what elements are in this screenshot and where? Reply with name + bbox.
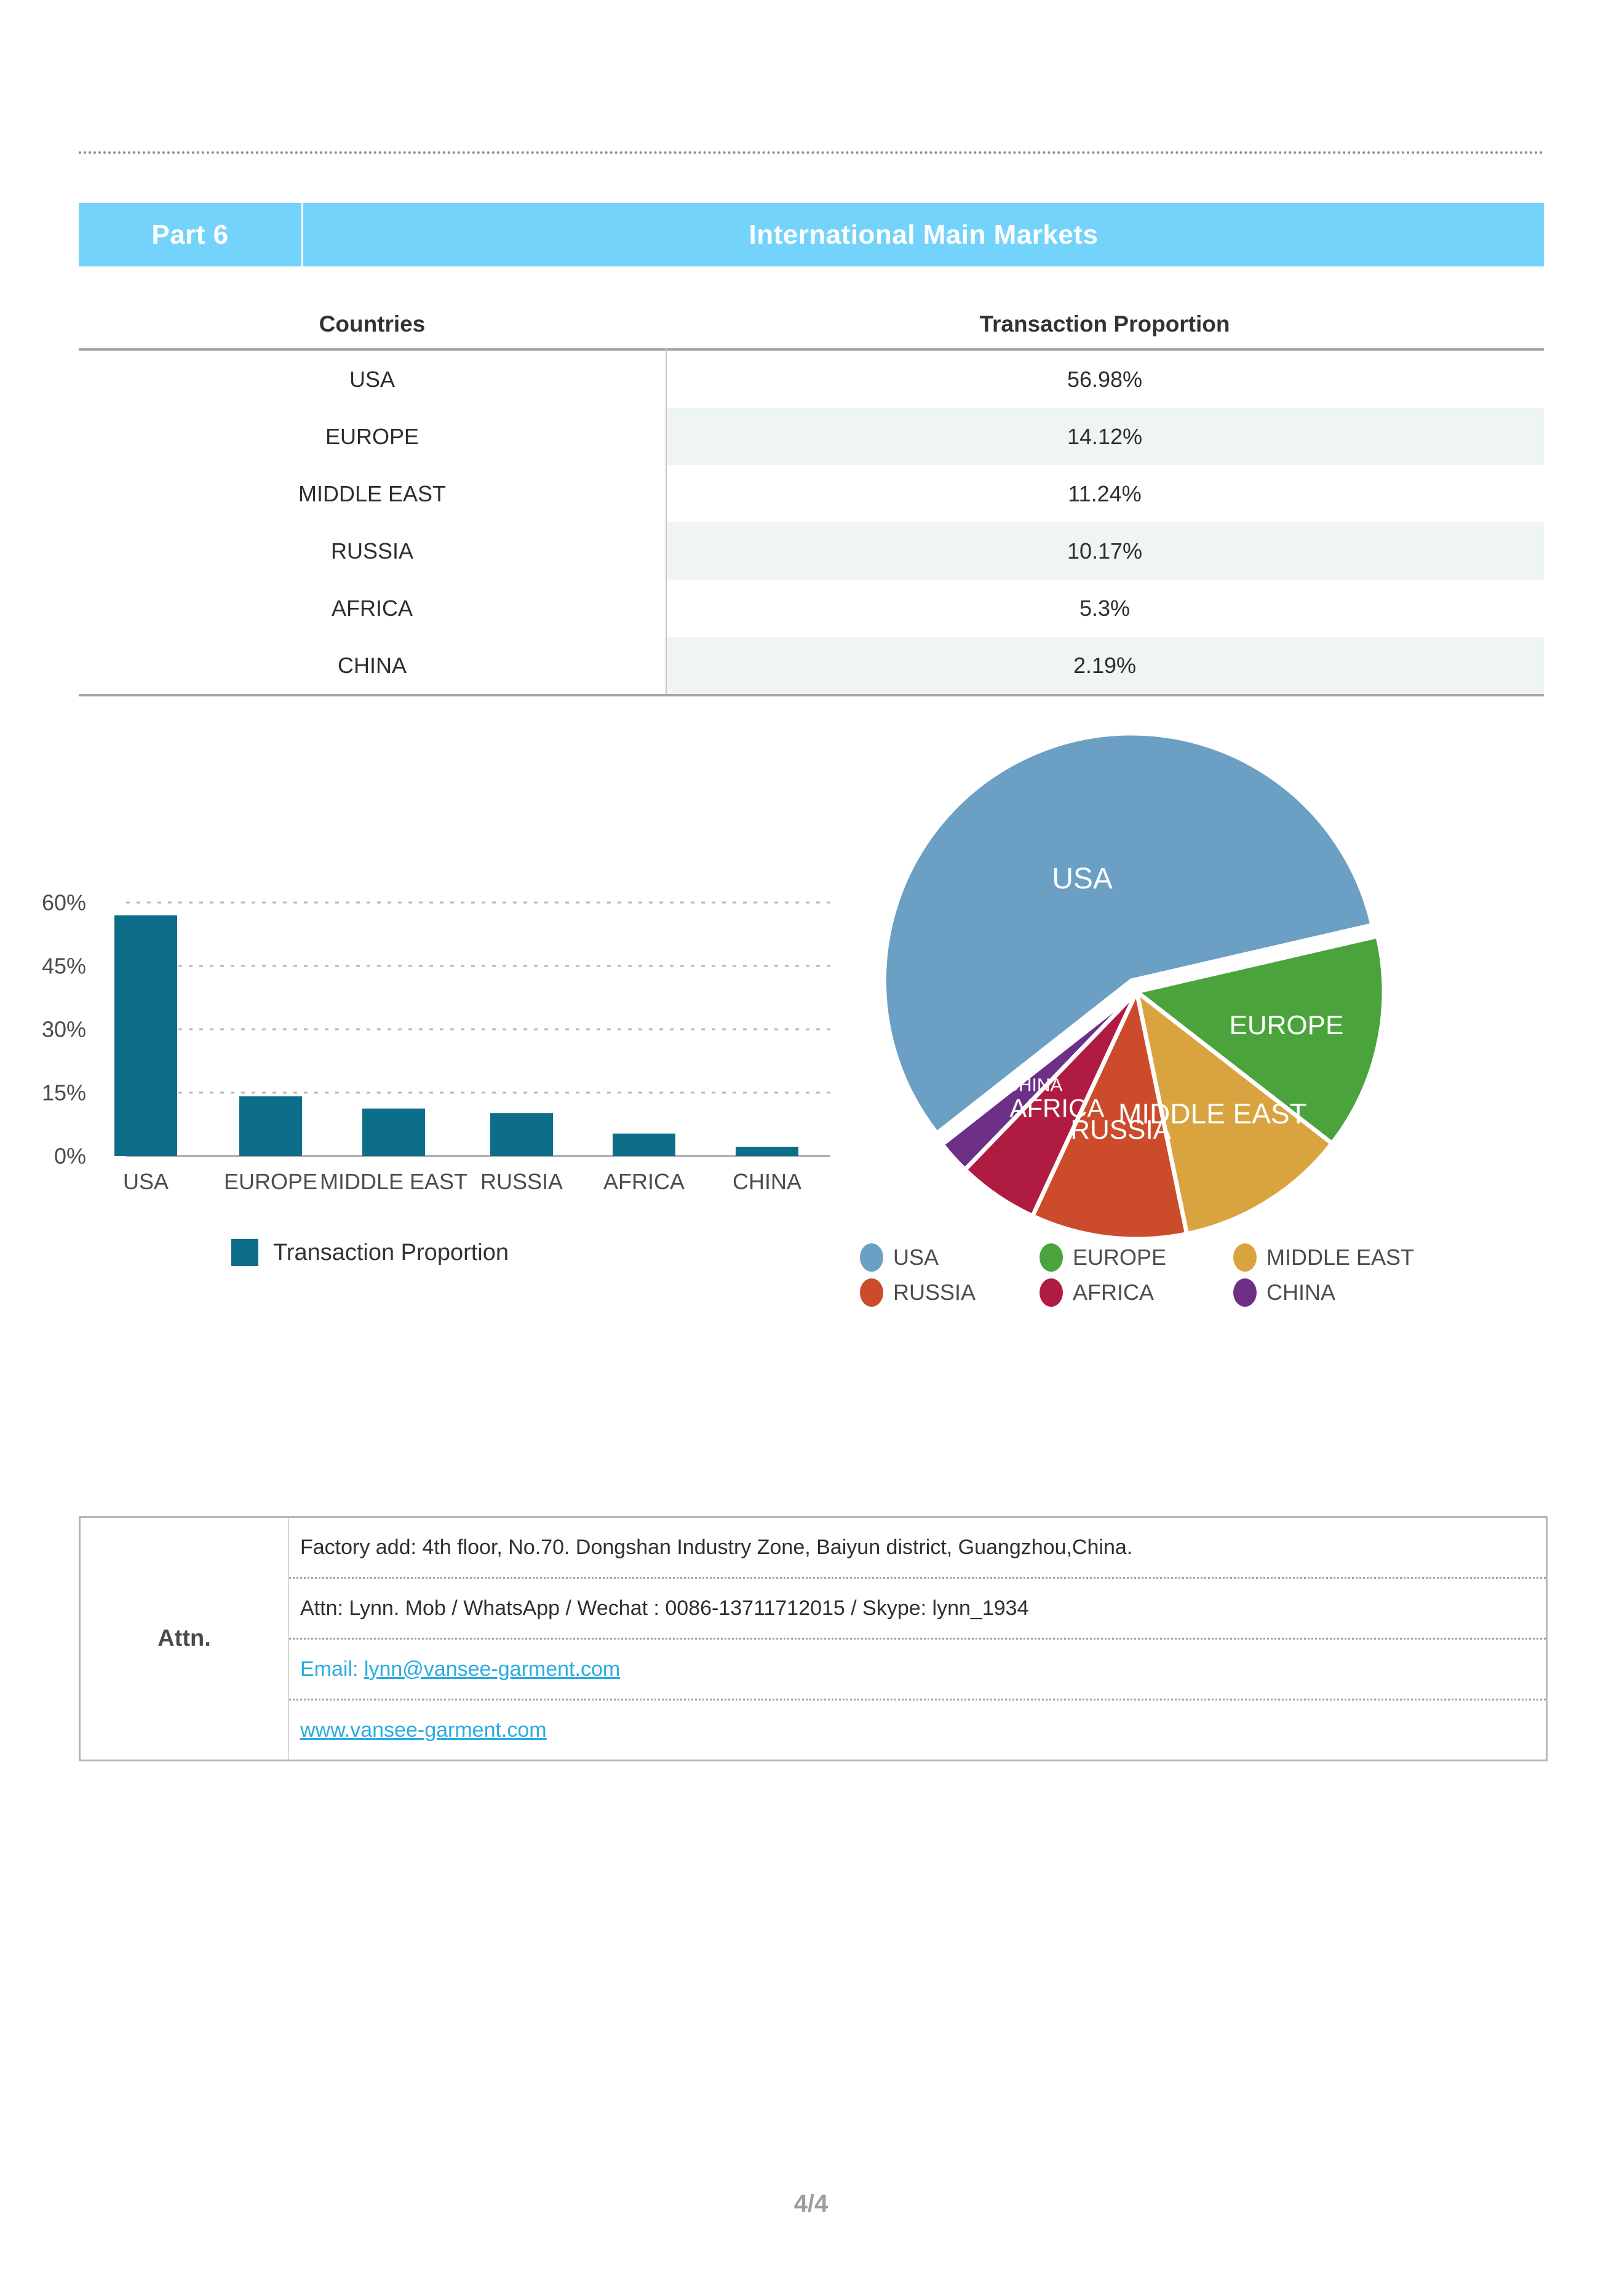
pie-slice-europe <box>1134 934 1386 1146</box>
legend-item-russia: RUSSIA <box>860 1278 976 1307</box>
section-header-bar: Part 6 International Main Markets <box>79 203 1544 266</box>
section-title-cell: International Main Markets <box>303 203 1544 266</box>
legend-label-africa: AFRICA <box>1073 1280 1155 1305</box>
y-axis-tick-label: 15% <box>42 1080 86 1106</box>
bar-europe <box>239 1096 302 1156</box>
legend-marker-russia <box>860 1278 883 1307</box>
legend-label-middle-east: MIDDLE EAST <box>1266 1245 1415 1270</box>
legend-marker-usa <box>860 1243 883 1272</box>
table-row: MIDDLE EAST 11.24% <box>79 465 1544 522</box>
bar-usa <box>114 915 177 1156</box>
legend-item-china: CHINA <box>1233 1278 1335 1307</box>
attn-row-website: www.vansee-garment.com <box>289 1699 1546 1760</box>
x-axis-category-label: EUROPE <box>224 1169 317 1194</box>
bar-legend-label: Transaction Proportion <box>273 1239 509 1266</box>
pie-slice-label-africa: AFRICA <box>1009 1094 1104 1123</box>
table-cell-country: USA <box>349 366 396 392</box>
email-link[interactable]: lynn@vansee-garment.com <box>364 1657 621 1681</box>
table-row: CHINA 2.19% <box>79 637 1544 694</box>
y-axis-tick-label: 30% <box>42 1017 86 1042</box>
table-cell-country: MIDDLE EAST <box>298 480 447 506</box>
legend-item-usa: USA <box>860 1243 939 1272</box>
table-cell-country: CHINA <box>337 652 407 678</box>
bar-chart-legend: Transaction Proportion <box>231 1239 509 1266</box>
x-axis-category-label: RUSSIA <box>480 1169 563 1194</box>
pie-slice-china <box>940 989 1139 1172</box>
table-header-row: Countries Transaction Proportion <box>79 303 1544 346</box>
table-row: USA 56.98% <box>79 351 1544 408</box>
attn-label-cell: Attn. <box>81 1518 289 1760</box>
table-cell-country: EUROPE <box>325 423 419 449</box>
table-row: RUSSIA 10.17% <box>79 522 1544 580</box>
table-header-proportion: Transaction Proportion <box>979 311 1230 337</box>
legend-item-africa: AFRICA <box>1040 1278 1154 1307</box>
table-cell-proportion: 10.17% <box>666 522 1544 580</box>
pie-slice-usa <box>881 731 1375 1136</box>
section-part-cell: Part 6 <box>79 203 303 266</box>
top-dotted-divider <box>79 151 1544 154</box>
attn-row-factory-address: Factory add: 4th floor, No.70. Dongshan … <box>300 1535 1133 1559</box>
section-part-label: Part 6 <box>151 219 229 250</box>
bar-middle-east <box>362 1108 425 1156</box>
markets-table: USA 56.98% EUROPE 14.12% MIDDLE EAST 11.… <box>79 348 1544 696</box>
legend-label-china: CHINA <box>1266 1280 1336 1305</box>
table-cell-proportion: 5.3% <box>1079 595 1131 621</box>
bar-africa <box>613 1133 675 1156</box>
attn-contact-table: Attn. Factory add: 4th floor, No.70. Don… <box>79 1516 1548 1761</box>
legend-item-middle-east: MIDDLE EAST <box>1233 1243 1414 1272</box>
bar-legend-swatch <box>231 1239 258 1266</box>
table-cell-proportion: 56.98% <box>1067 366 1143 392</box>
x-axis-category-label: CHINA <box>733 1169 801 1194</box>
table-cell-proportion: 14.12% <box>666 408 1544 465</box>
table-cell-country: AFRICA <box>331 595 413 621</box>
email-prefix: Email: <box>300 1657 364 1681</box>
legend-label-usa: USA <box>893 1245 939 1270</box>
bar-chart: 0% 15% 30% 45% 60% USA EUROPE MIDDLE EAST RUSSIA… <box>42 890 830 1194</box>
table-cell-country: RUSSIA <box>330 538 414 564</box>
legend-label-russia: RUSSIA <box>893 1280 976 1305</box>
table-column-divider <box>666 348 667 694</box>
y-axis-tick-label: 60% <box>42 890 86 915</box>
pie-slice-russia <box>1030 989 1190 1242</box>
legend-item-europe: EUROPE <box>1040 1243 1166 1272</box>
website-link[interactable]: www.vansee-garment.com <box>300 1718 547 1742</box>
legend-marker-europe <box>1040 1243 1063 1272</box>
x-axis-category-label: AFRICA <box>603 1169 685 1194</box>
table-header-countries: Countries <box>319 311 426 337</box>
table-row: AFRICA 5.3% <box>79 580 1544 637</box>
x-axis-category-label: MIDDLE EAST <box>320 1169 467 1194</box>
pie-slice-label-russia: RUSSIA <box>1070 1115 1171 1145</box>
attn-label: Attn. <box>157 1625 211 1651</box>
pie-slice-label-china: CHINA <box>1005 1075 1062 1095</box>
y-axis-tick-label: 45% <box>42 954 86 979</box>
attn-row-contact: Attn: Lynn. Mob / WhatsApp / Wechat : 00… <box>289 1577 1546 1638</box>
y-axis-tick-label: 0% <box>54 1144 86 1169</box>
x-axis-category-label: USA <box>123 1169 169 1194</box>
table-cell-proportion: 2.19% <box>666 637 1544 694</box>
page-number: 4/4 <box>793 2190 829 2217</box>
pie-chart-legend: USA EUROPE MIDDLE EAST RUSSIA AFRICA CHI… <box>860 1243 1561 1317</box>
legend-marker-middle-east <box>1233 1243 1257 1272</box>
table-cell-proportion: 11.24% <box>1068 480 1142 506</box>
pie-slice-middle-east <box>1134 989 1335 1237</box>
table-row: EUROPE 14.12% <box>79 408 1544 465</box>
section-title: International Main Markets <box>749 219 1099 250</box>
legend-marker-africa <box>1040 1278 1063 1307</box>
pie-slice-label-usa: USA <box>1052 863 1113 895</box>
attn-row-email: Email: lynn@vansee-garment.com <box>289 1638 1546 1699</box>
bar-china <box>736 1146 798 1156</box>
pie-slice-label-middle-east: MIDDLE EAST <box>1118 1098 1307 1130</box>
pie-slice-label-europe: EUROPE <box>1229 1010 1343 1040</box>
bar-russia <box>490 1113 553 1156</box>
legend-marker-china <box>1233 1278 1257 1307</box>
legend-label-europe: EUROPE <box>1073 1245 1167 1270</box>
